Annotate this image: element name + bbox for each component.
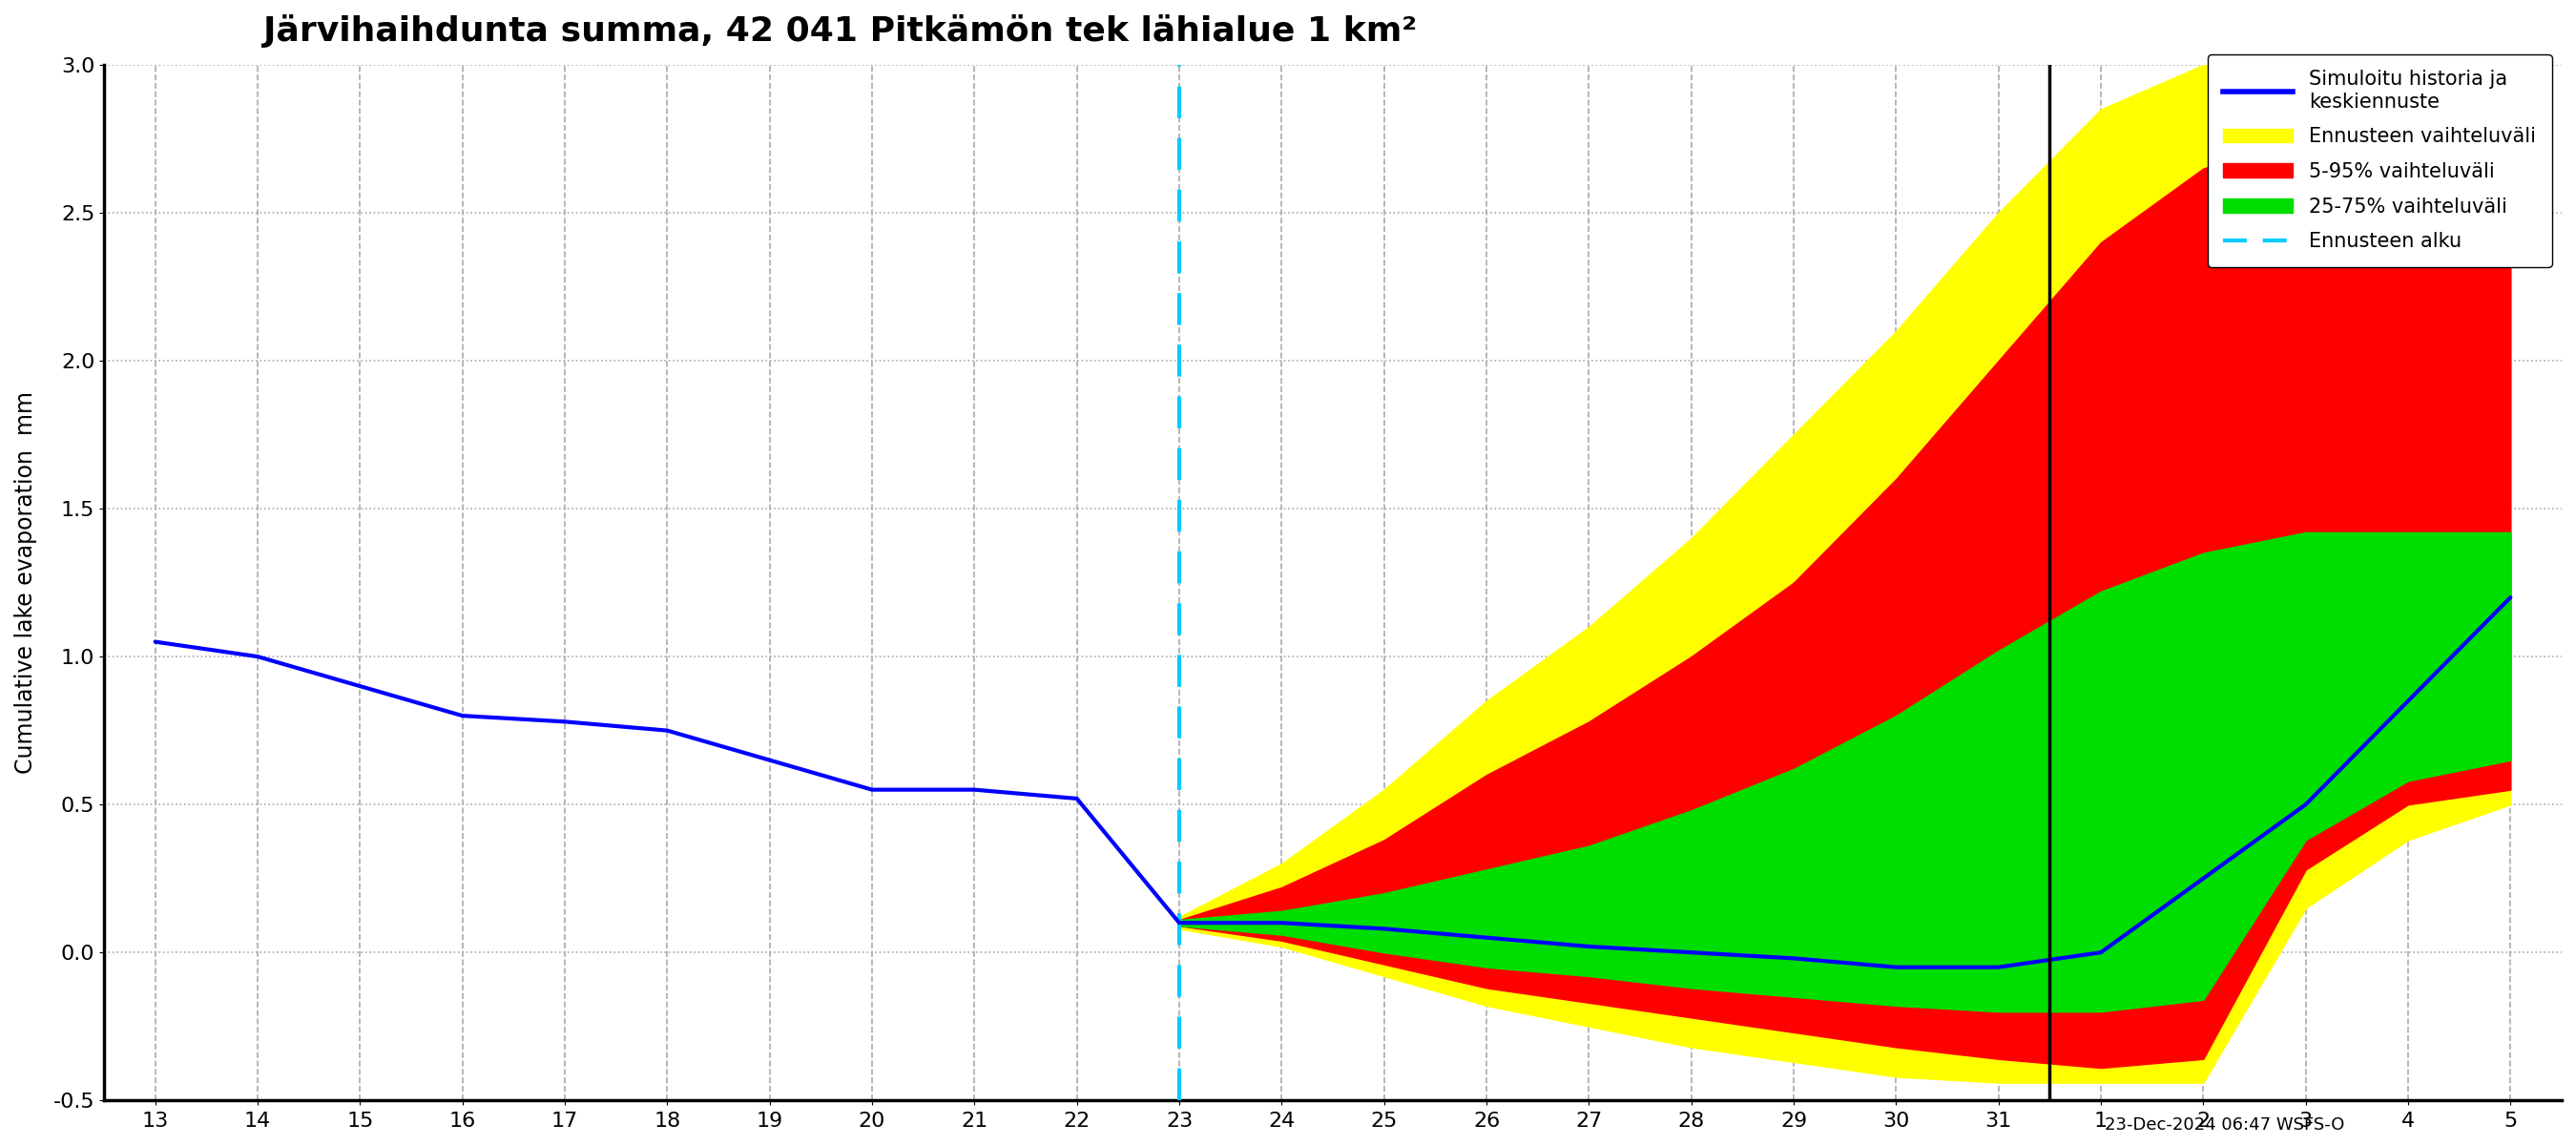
Text: 23-Dec-2024 06:47 WSFS-O: 23-Dec-2024 06:47 WSFS-O xyxy=(2105,1116,2344,1134)
Y-axis label: Cumulative lake evaporation  mm: Cumulative lake evaporation mm xyxy=(15,392,36,774)
Legend: Simuloitu historia ja
keskiennuste, Ennusteen vaihteluväli, 5-95% vaihteluväli, : Simuloitu historia ja keskiennuste, Ennu… xyxy=(2208,54,2553,267)
Text: Järvihaihdunta summa, 42 041 Pitkämön tek lähialue 1 km²: Järvihaihdunta summa, 42 041 Pitkämön te… xyxy=(263,14,1417,48)
